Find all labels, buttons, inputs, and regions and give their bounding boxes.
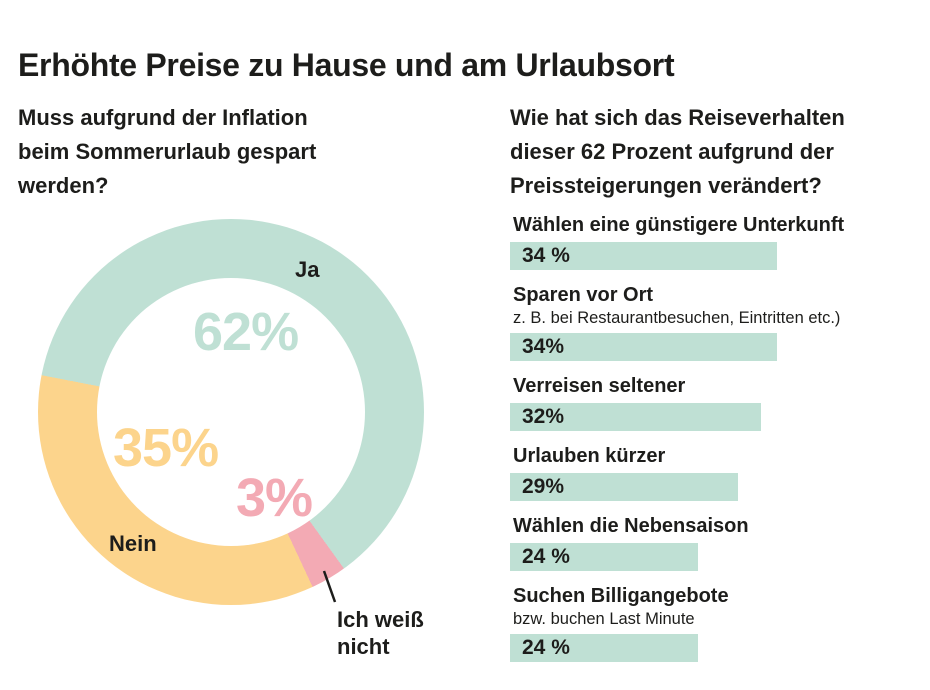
bar-row: Wählen die Nebensaison 24 % bbox=[510, 515, 930, 571]
bar-row: Verreisen seltener 32% bbox=[510, 375, 930, 431]
donut-callout-ich-weiss-nicht: Ich weiß nicht bbox=[337, 607, 424, 659]
donut-value-ich-weiss-nicht: 3% bbox=[236, 468, 313, 528]
bar-value: 24 % bbox=[522, 636, 570, 659]
bar-row: Suchen Billigangebote bzw. buchen Last M… bbox=[510, 585, 930, 662]
bar-value: 34% bbox=[522, 335, 565, 358]
bar: 29% bbox=[510, 473, 738, 501]
bar: 32% bbox=[510, 403, 761, 431]
page-title: Erhöhte Preise zu Hause und am Urlaubsor… bbox=[18, 47, 675, 84]
bar-sublabel: z. B. bei Restaurantbesuchen, Eintritten… bbox=[513, 309, 841, 327]
bar: 24 % bbox=[510, 543, 698, 571]
bar-row: Sparen vor Ort z. B. bei Restaurantbesuc… bbox=[510, 284, 930, 361]
bar-label: Wählen eine günstigere Unterkunft bbox=[513, 214, 845, 236]
bar-value: 29% bbox=[522, 475, 565, 498]
bar-sublabel: bzw. buchen Last Minute bbox=[513, 610, 695, 628]
bar-value: 32% bbox=[522, 405, 565, 428]
bars-question: Wie hat sich das Reiseverhalten dieser 6… bbox=[510, 105, 845, 198]
bar-value: 24 % bbox=[522, 545, 570, 568]
bar: 34% bbox=[510, 333, 777, 361]
bar: 34 % bbox=[510, 242, 777, 270]
bars-list: Wählen eine günstigere Unterkunft 34 % S… bbox=[510, 214, 930, 676]
donut-label-ja: Ja bbox=[295, 257, 320, 282]
bar-label: Suchen Billigangebote bbox=[513, 585, 729, 607]
bar-label: Wählen die Nebensaison bbox=[513, 515, 749, 537]
donut-question: Muss aufgrund der Inflation beim Sommeru… bbox=[18, 105, 317, 198]
bar-row: Urlauben kürzer 29% bbox=[510, 445, 930, 501]
bar-value: 34 % bbox=[522, 244, 570, 267]
bar-row: Wählen eine günstigere Unterkunft 34 % bbox=[510, 214, 930, 270]
donut-hole bbox=[97, 278, 365, 546]
bar-label: Verreisen seltener bbox=[513, 375, 686, 397]
donut-value-ja: 62% bbox=[193, 302, 299, 362]
bar-label: Urlauben kürzer bbox=[513, 445, 666, 467]
callout-line bbox=[322, 570, 337, 603]
bar-label: Sparen vor Ort bbox=[513, 284, 654, 306]
donut-label-nein: Nein bbox=[109, 531, 157, 556]
donut-chart bbox=[38, 219, 424, 605]
donut-value-nein: 35% bbox=[113, 418, 219, 478]
bar: 24 % bbox=[510, 634, 698, 662]
